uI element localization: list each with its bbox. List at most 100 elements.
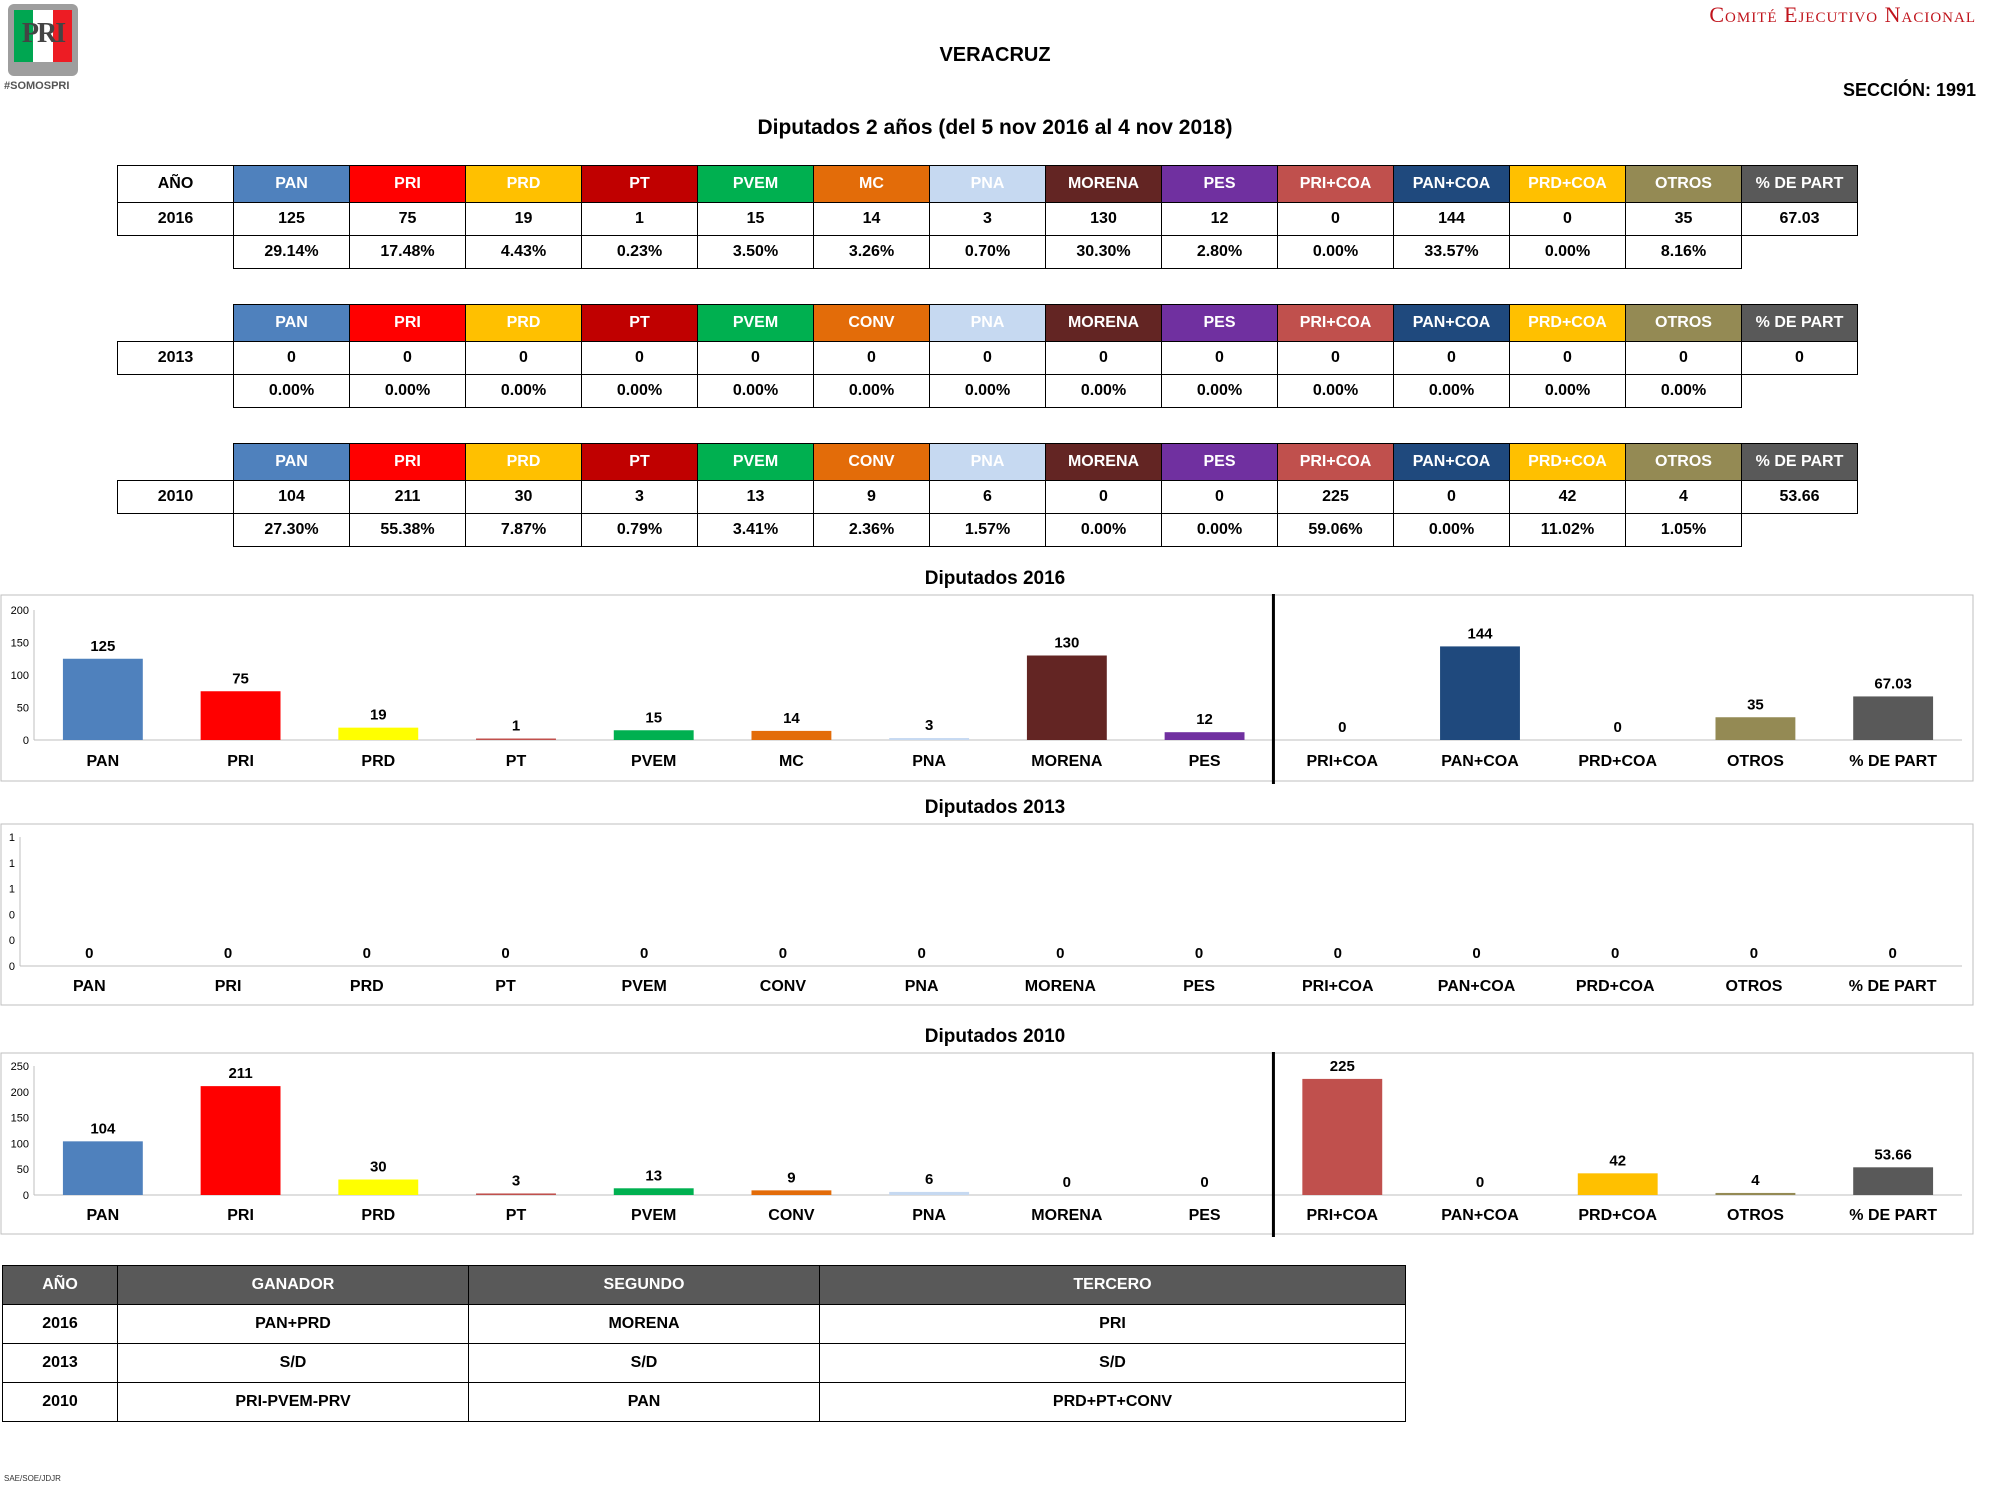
category-label: PRI+COA <box>1306 753 1378 770</box>
bar-pri-coa <box>1302 1078 1383 1195</box>
winners-cell: S/D <box>117 1343 469 1383</box>
vote-count: 0 <box>1045 341 1162 375</box>
chart-2016: 0 50 100 150 200 125 PAN 75 PRI 19 PRD 1 PT 15 PVEM 14 M… <box>0 594 1974 784</box>
party-header: MORENA <box>1045 304 1162 342</box>
vote-count: 67.03 <box>1741 202 1858 236</box>
chart-2010: 0 50 100 150 200 250 104 PAN 211 PRI 30 PRD 3 PT 13 PVE… <box>0 1052 1974 1237</box>
y-tick-label: 1 <box>9 832 15 844</box>
winners-cell: PRI <box>819 1304 1406 1344</box>
data-label: 0 <box>224 945 232 962</box>
party-header: % DE PART <box>1741 165 1858 203</box>
results-table-2013: PAN PRI PRD PT PVEM CONV PNA MORENA PES PRI+COA PA… <box>117 304 1858 408</box>
vote-percent: 59.06% <box>1277 513 1394 547</box>
vote-percent: 3.41% <box>697 513 814 547</box>
party-header: OTROS <box>1625 443 1742 481</box>
y-tick-label: 150 <box>11 638 29 650</box>
bar-prd <box>338 1179 419 1195</box>
category-label: PT <box>495 978 516 995</box>
category-label: PNA <box>905 978 939 995</box>
y-tick-label: 1 <box>9 884 15 896</box>
winners-header-second: SEGUNDO <box>468 1265 820 1305</box>
category-label: PVEM <box>622 978 667 995</box>
party-header: PES <box>1161 443 1278 481</box>
vote-count: 0 <box>465 341 582 375</box>
party-header: PRI <box>349 304 466 342</box>
vote-count: 75 <box>349 202 466 236</box>
y-tick-label: 200 <box>11 1087 29 1099</box>
table-row: 0.00% 0.00% 0.00% 0.00% 0.00% 0.00% 0.00% 0.00%… <box>118 374 1858 408</box>
blank-cell <box>1742 514 1858 547</box>
data-label: 30 <box>370 1159 387 1176</box>
y-tick-label: 1 <box>9 858 15 870</box>
section-number: SECCIÓN: 1991 <box>1842 80 1976 100</box>
table-row: 29.14% 17.48% 4.43% 0.23% 3.50% 3.26% 0.70% 30.… <box>118 235 1858 269</box>
bar-pt <box>476 738 556 740</box>
category-label: MC <box>779 753 804 770</box>
vote-count: 0 <box>1509 341 1626 375</box>
vote-count: 0 <box>1277 341 1394 375</box>
category-label: PAN+COA <box>1441 1207 1519 1224</box>
bar-morena <box>1026 655 1107 740</box>
party-header: PRI <box>349 443 466 481</box>
vote-percent: 0.00% <box>1509 374 1626 408</box>
data-label: 125 <box>90 638 115 655</box>
category-label: PRD+COA <box>1578 1207 1657 1224</box>
vote-percent: 27.30% <box>233 513 350 547</box>
table-row: 2016 PAN+PRD MORENA PRI <box>2 1304 1406 1344</box>
vote-count: 130 <box>1045 202 1162 236</box>
category-label: PRD+COA <box>1576 978 1655 995</box>
pri-logo: PRI <box>8 4 78 76</box>
party-header: PRD <box>465 443 582 481</box>
category-label: PRD <box>350 978 384 995</box>
party-header: PNA <box>929 304 1046 342</box>
vote-percent: 0.00% <box>929 374 1046 408</box>
vote-percent: 1.57% <box>929 513 1046 547</box>
data-label: 9 <box>787 1169 795 1186</box>
bar-pes <box>1164 732 1245 740</box>
vote-count: 3 <box>929 202 1046 236</box>
party-header: CONV <box>813 304 930 342</box>
vote-count: 35 <box>1625 202 1742 236</box>
year-header-cell <box>118 444 234 481</box>
y-tick-label: 100 <box>11 670 29 682</box>
data-label: 0 <box>1472 945 1480 962</box>
bar-pvem <box>613 1188 694 1195</box>
party-header: PAN+COA <box>1393 304 1510 342</box>
vote-count: 12 <box>1161 202 1278 236</box>
party-header: PAN <box>233 165 350 203</box>
category-label: PAN <box>87 753 120 770</box>
vote-percent: 11.02% <box>1509 513 1626 547</box>
data-label: 4 <box>1751 1172 1760 1189</box>
vote-count: 0 <box>697 341 814 375</box>
category-label: PES <box>1183 978 1215 995</box>
data-label: 0 <box>1611 945 1619 962</box>
category-label: OTROS <box>1725 978 1782 995</box>
data-label: 0 <box>1200 1174 1208 1191</box>
category-label: MORENA <box>1031 753 1103 770</box>
data-label: 144 <box>1467 625 1493 642</box>
category-label: PNA <box>912 753 946 770</box>
table-row: 2016 125 75 19 1 15 14 3 130 12 0 144 0 35 67.03 <box>117 202 1858 236</box>
year-cell: 2010 <box>117 480 234 514</box>
party-header: OTROS <box>1625 165 1742 203</box>
vote-count: 225 <box>1277 480 1394 514</box>
vote-percent: 0.70% <box>929 235 1046 269</box>
bar-otros <box>1715 717 1796 740</box>
vote-percent: 0.00% <box>465 374 582 408</box>
y-tick-label: 0 <box>23 735 29 747</box>
winners-cell: PAN <box>468 1382 820 1422</box>
winners-cell: S/D <box>468 1343 820 1383</box>
data-label: 0 <box>1338 719 1346 736</box>
party-header: PVEM <box>697 443 814 481</box>
party-header: MORENA <box>1045 165 1162 203</box>
blank-cell <box>1742 375 1858 408</box>
party-header: PT <box>581 443 698 481</box>
vote-count: 0 <box>1161 341 1278 375</box>
bar-conv <box>751 1190 832 1195</box>
logo-text: PRI <box>21 18 66 49</box>
party-header: PRD <box>465 304 582 342</box>
category-label: PRI <box>227 753 254 770</box>
category-label: PRI+COA <box>1306 1207 1378 1224</box>
vote-count: 125 <box>233 202 350 236</box>
party-header: PRD+COA <box>1509 443 1626 481</box>
